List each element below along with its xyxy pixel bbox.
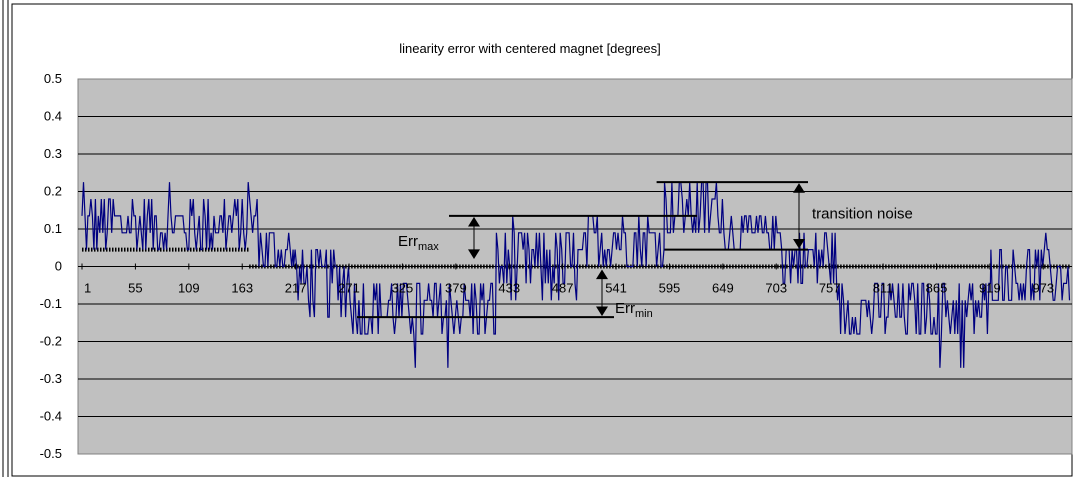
y-axis-tick-labels: 0.5 0.4 0.3 0.2 0.1 0 -0.1 -0.2 -0.3 -0.4 -0.5 [40,71,62,461]
arrow-head [468,249,480,259]
x-tick-label: 55 [128,281,142,296]
x-tick-label: 649 [712,281,734,296]
x-tick-label: 865 [926,281,948,296]
y-tick-label: 0 [55,259,62,274]
error-signal-series [81,181,1071,368]
arrow-head [793,239,805,249]
x-tick-label: 325 [392,281,414,296]
y-tick-label: -0.1 [40,296,62,311]
x-tick-label: 487 [552,281,574,296]
x-tick-label: 595 [659,281,681,296]
err-min-label: Errmin [615,300,653,320]
ideal-step-series [82,247,1070,269]
x-tick-label: 541 [605,281,627,296]
x-tick-label: 703 [765,281,787,296]
x-tick-label: 109 [178,281,200,296]
x-tick-label: 811 [873,281,894,296]
x-tick-label: 217 [285,281,307,296]
y-tick-label: -0.5 [40,446,62,461]
x-tick-label: 973 [1032,281,1054,296]
err-max-label: Errmax [398,233,439,253]
x-tick-label: 757 [819,281,841,296]
y-tick-label: -0.2 [40,334,62,349]
arrow-head [596,269,608,280]
x-tick-label: 919 [979,281,1001,296]
y-tick-label: 0.3 [44,146,62,161]
y-tick-label: 0.2 [44,184,62,199]
x-tick-label: 1 [84,281,91,296]
transition-noise-label: transition noise [812,206,913,223]
x-tick-label: 433 [498,281,520,296]
x-tick-label: 163 [231,281,253,296]
arrow-head [793,183,805,193]
arrow-head [596,306,608,317]
annotations: transition noise Errmax Errmin [357,181,913,320]
x-tick-label: 271 [338,281,360,296]
x-tick-label: 379 [445,281,467,296]
y-tick-label: 0.5 [44,71,62,86]
arrow-head [468,216,480,227]
y-tick-label: -0.4 [40,409,62,424]
y-tick-label: -0.3 [40,371,62,386]
error-signal-line [81,181,1071,368]
y-tick-label: 0.4 [44,109,62,124]
chart-title: linearity error with centered magnet [de… [399,41,661,56]
x-axis-tick-labels: 1 55 109 163 217 271 325 379 433 487 541 595 649 703 7… [81,263,1054,296]
y-tick-label: 0.1 [44,221,62,236]
